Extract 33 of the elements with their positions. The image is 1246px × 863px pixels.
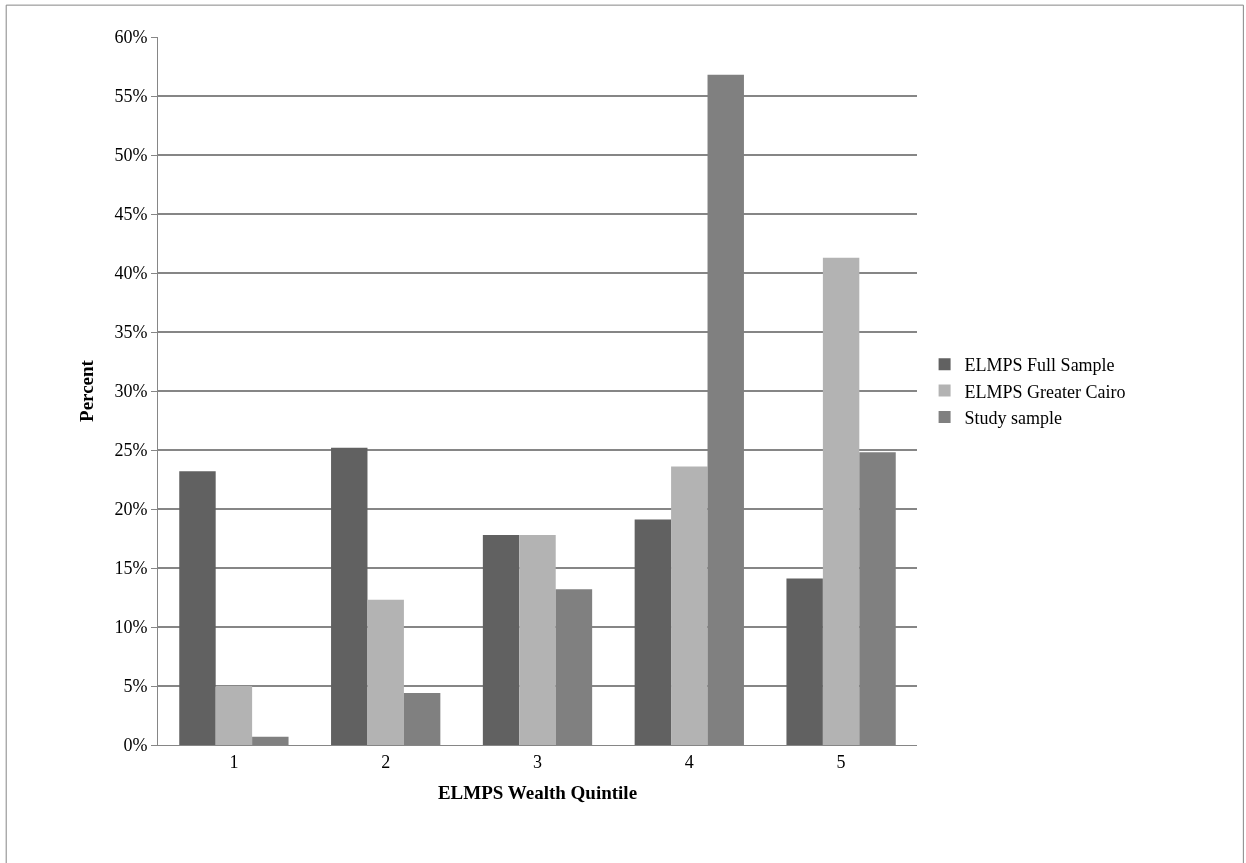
y-axis-title: Percent [76,359,98,422]
y-tick-label: 55% [114,86,148,107]
bar [215,686,253,745]
bar [634,519,672,745]
y-tick-label: 0% [123,735,148,756]
y-tick-label: 60% [114,27,148,48]
bar [519,534,556,745]
legend-label: Study sample [964,408,1063,429]
y-tick-label: 25% [114,440,148,461]
x-tick-label: 3 [533,751,542,772]
y-tick-label: 45% [114,204,148,225]
legend-label: ELMPS Greater Cairo [964,381,1126,402]
x-tick-label: 5 [836,751,846,772]
bar [822,257,860,745]
y-tick-label: 40% [114,263,148,284]
bar [482,534,520,745]
bar [331,447,368,745]
x-tick-label: 4 [684,751,694,772]
bar [786,578,823,745]
y-tick-label: 20% [114,499,148,520]
y-tick-label: 15% [114,558,148,579]
bar [179,471,216,745]
bar [671,466,708,745]
x-tick-label: 2 [381,751,391,772]
bar [367,599,404,745]
x-axis-title: ELMPS Wealth Quintile [437,782,638,804]
x-tick-label: 1 [229,751,239,772]
y-tick-label: 10% [114,617,148,638]
y-tick-label: 5% [123,676,148,697]
y-tick-label: 30% [114,381,148,402]
y-tick-label: 35% [114,322,148,343]
y-tick-label: 50% [114,145,148,166]
legend-label: ELMPS Full Sample [964,355,1115,376]
